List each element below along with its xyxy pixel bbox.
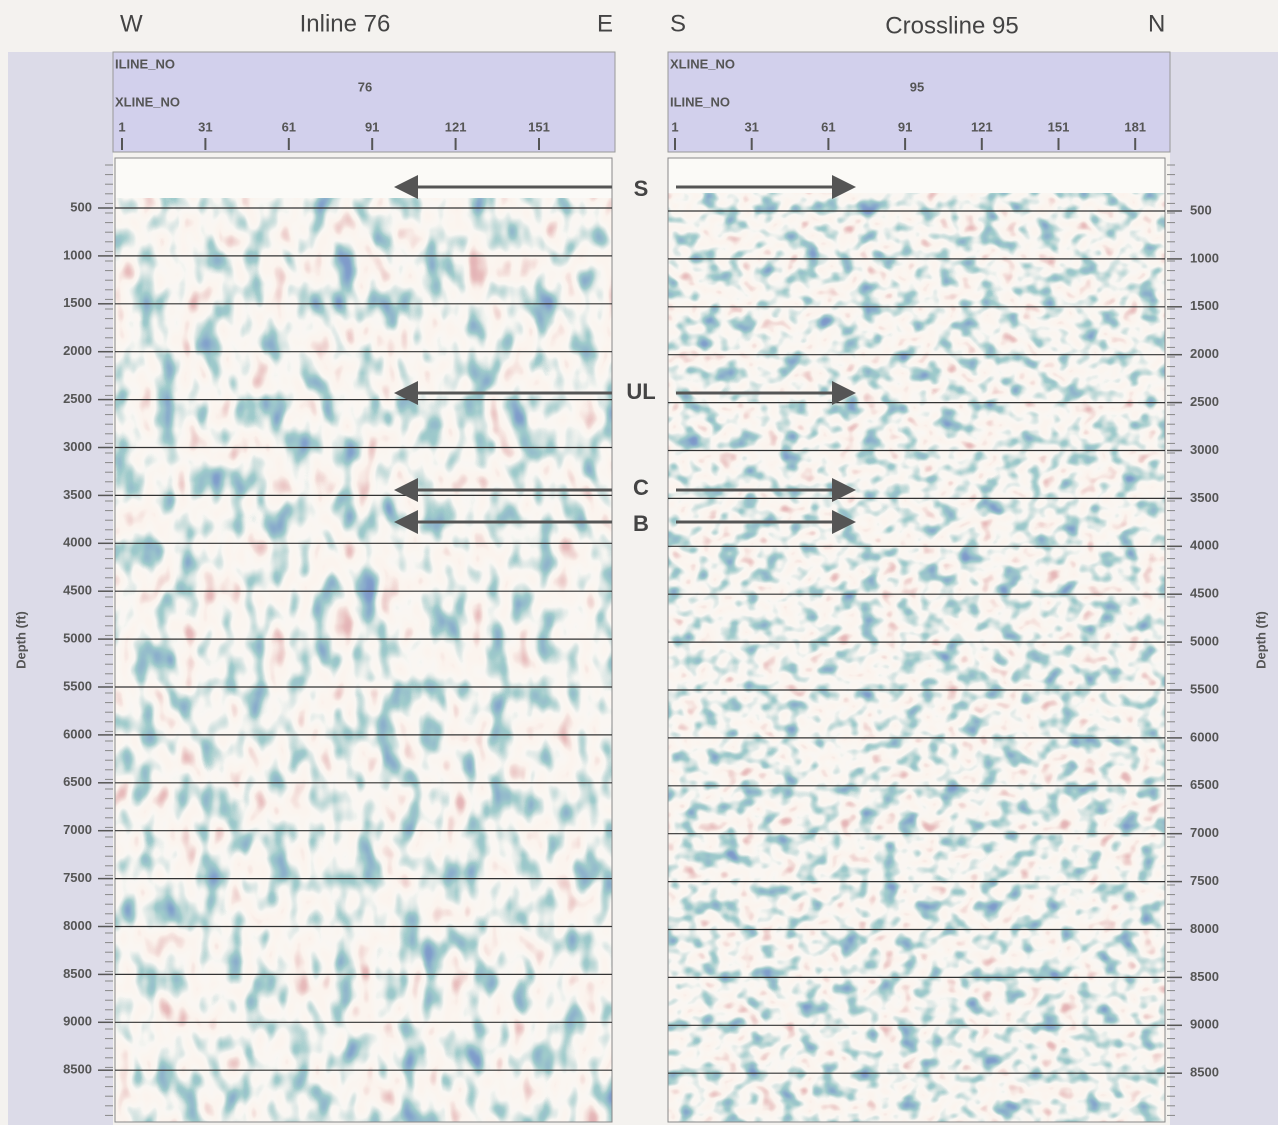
horizon-label: C: [633, 475, 649, 500]
trace-tick-label: 1: [118, 119, 125, 134]
direction-label: S: [670, 10, 686, 37]
depth-label: 7500: [63, 870, 92, 885]
depth-label: 1500: [1190, 298, 1219, 313]
trace-tick-label: 151: [1048, 119, 1070, 134]
depth-label: 5500: [1190, 681, 1219, 696]
depth-label: 8500: [1190, 1065, 1219, 1080]
crossline-frame: [667, 157, 1166, 1123]
depth-label: 4000: [63, 535, 92, 550]
depth-label: 1500: [63, 295, 92, 310]
trace-tick-label: 31: [198, 119, 212, 134]
header-value: 76: [358, 79, 372, 94]
depth-label: 7000: [63, 822, 92, 837]
header-label: ILINE_NO: [670, 94, 730, 109]
trace-tick-label: 181: [1124, 119, 1146, 134]
depth-label: 8500: [63, 966, 92, 981]
horizon-label: B: [633, 511, 649, 536]
depth-label: 500: [1190, 202, 1212, 217]
trace-tick-label: 31: [744, 119, 758, 134]
header-value: 95: [910, 79, 924, 94]
trace-tick-label: 151: [528, 119, 550, 134]
depth-label: 4500: [63, 583, 92, 598]
right-axis-bg: [1170, 52, 1278, 1125]
trace-tick-label: 91: [365, 119, 379, 134]
depth-label: 4000: [1190, 538, 1219, 553]
depth-label: 500: [70, 199, 92, 214]
depth-label: 5000: [63, 631, 92, 646]
depth-label: 5000: [1190, 634, 1219, 649]
horizon-label: S: [634, 176, 649, 201]
depth-label: 6500: [63, 774, 92, 789]
depth-label: 8500: [1190, 969, 1219, 984]
depth-label: 7500: [1190, 873, 1219, 888]
depth-label: 1000: [1190, 250, 1219, 265]
depth-label: 8500: [63, 1062, 92, 1077]
depth-label: 8000: [63, 918, 92, 933]
depth-label: 3000: [63, 439, 92, 454]
depth-axis-title: Depth (ft): [1253, 611, 1268, 669]
trace-tick-label: 121: [971, 119, 993, 134]
depth-label: 6500: [1190, 777, 1219, 792]
depth-label: 2500: [1190, 394, 1219, 409]
left-header-box: [112, 51, 616, 153]
trace-tick-label: 91: [898, 119, 912, 134]
depth-label: 6000: [63, 726, 92, 741]
depth-label: 3500: [1190, 490, 1219, 505]
right-header-box: [667, 51, 1171, 153]
left-axis-bg: [8, 52, 113, 1125]
panel-title: Inline 76: [300, 10, 391, 37]
direction-label: W: [120, 10, 143, 37]
panel-title: Crossline 95: [885, 12, 1018, 39]
trace-tick-label: 61: [282, 119, 296, 134]
header-label: ILINE_NO: [115, 56, 175, 71]
inline-top-mute: [115, 158, 612, 198]
crossline-section: [668, 158, 1165, 1122]
depth-label: 9000: [63, 1014, 92, 1029]
depth-axis-title: Depth (ft): [13, 611, 28, 669]
trace-tick-label: 61: [821, 119, 835, 134]
depth-label: 9000: [1190, 1017, 1219, 1032]
depth-label: 1000: [63, 247, 92, 262]
depth-label: 8000: [1190, 921, 1219, 936]
depth-label: 5500: [63, 678, 92, 693]
depth-label: 2500: [63, 391, 92, 406]
trace-tick-label: 1: [671, 119, 678, 134]
depth-label: 3500: [63, 487, 92, 502]
depth-label: 3000: [1190, 442, 1219, 457]
inline-section: [115, 158, 612, 1122]
direction-label: N: [1148, 10, 1165, 37]
depth-label: 6000: [1190, 729, 1219, 744]
depth-label: 7000: [1190, 825, 1219, 840]
horizon-label: UL: [626, 379, 655, 404]
depth-label: 4500: [1190, 586, 1219, 601]
header-label: XLINE_NO: [670, 56, 735, 71]
direction-label: E: [597, 10, 613, 37]
depth-label: 2000: [1190, 346, 1219, 361]
inline-frame: [114, 157, 613, 1123]
header-label: XLINE_NO: [115, 94, 180, 109]
depth-label: 2000: [63, 343, 92, 358]
trace-tick-label: 121: [445, 119, 467, 134]
